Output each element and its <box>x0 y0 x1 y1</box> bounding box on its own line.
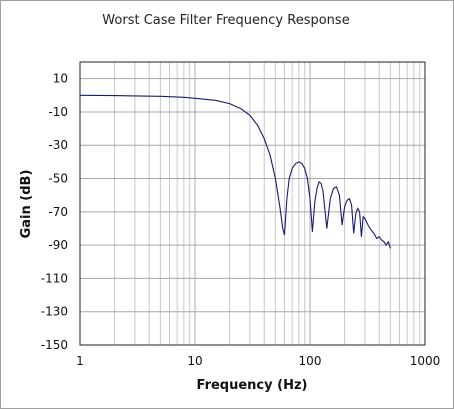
x-tick-label: 10 <box>187 354 202 368</box>
x-axis-label: Frequency (Hz) <box>197 378 308 393</box>
y-tick-label: -70 <box>48 205 68 219</box>
y-tick-label: 10 <box>53 72 68 86</box>
y-axis-label: Gain (dB) <box>19 170 34 239</box>
y-tick-label: -90 <box>48 238 68 252</box>
plot-area-frame <box>79 61 426 346</box>
y-tick-label: -30 <box>48 138 68 152</box>
x-tick-label: 1000 <box>410 354 441 368</box>
x-tick-label: 100 <box>299 354 322 368</box>
series-line-gain <box>79 94 391 249</box>
chart-title: Worst Case Filter Frequency Response <box>102 13 349 28</box>
x-tick-labels: 1 10 100 1000 <box>76 354 440 368</box>
y-tick-label: -10 <box>48 105 68 119</box>
y-tick-label: -130 <box>41 305 68 319</box>
y-tick-label: -150 <box>41 338 68 352</box>
y-tick-label: -110 <box>41 271 68 285</box>
y-tick-labels: 10 -10 -30 -50 -70 -90 -110 -130 -150 <box>41 72 68 352</box>
y-tick-label: -50 <box>48 172 68 186</box>
x-tick-label: 1 <box>76 354 84 368</box>
grid-lines <box>79 62 426 346</box>
